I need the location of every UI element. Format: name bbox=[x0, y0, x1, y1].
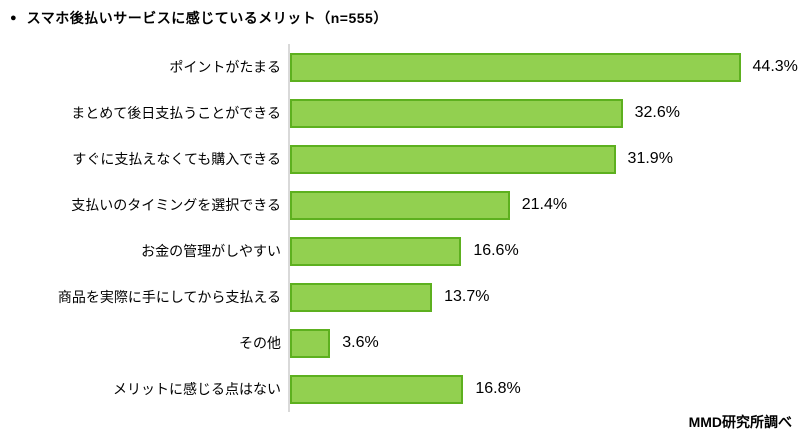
page-title: スマホ後払いサービスに感じているメリット（n=555） bbox=[26, 10, 388, 26]
plot-area: 31.9% bbox=[288, 136, 794, 182]
plot-area: 16.6% bbox=[288, 228, 794, 274]
category-label: その他 bbox=[239, 335, 281, 351]
value-label: 31.9% bbox=[627, 150, 673, 167]
category-label: お金の管理がしやすい bbox=[141, 243, 281, 259]
bar-chart: ポイントがたまる 44.3% まとめて後日支払うことができる 32.6% すぐに… bbox=[0, 44, 800, 412]
plot-area: 21.4% bbox=[288, 182, 794, 228]
category-label: 支払いのタイミングを選択できる bbox=[71, 197, 281, 213]
value-label: 16.8% bbox=[475, 380, 521, 397]
title-bullet-icon: ● bbox=[10, 11, 17, 24]
chart-row: すぐに支払えなくても購入できる 31.9% bbox=[0, 136, 800, 182]
plot-area: 16.8% bbox=[288, 366, 794, 412]
category-label: メリットに感じる点はない bbox=[113, 381, 281, 397]
bar bbox=[290, 52, 741, 82]
chart-row: 商品を実際に手にしてから支払える 13.7% bbox=[0, 274, 800, 320]
chart-row: その他 3.6% bbox=[0, 320, 800, 366]
bar bbox=[290, 98, 623, 128]
bar bbox=[290, 144, 616, 174]
category-label: 商品を実際に手にしてから支払える bbox=[57, 289, 281, 305]
value-label: 16.6% bbox=[473, 242, 519, 259]
chart-row: メリットに感じる点はない 16.8% bbox=[0, 366, 800, 412]
value-label: 44.3% bbox=[752, 58, 798, 75]
chart-row: 支払いのタイミングを選択できる 21.4% bbox=[0, 182, 800, 228]
bar bbox=[290, 236, 462, 266]
value-label: 13.7% bbox=[444, 288, 490, 305]
chart-row: ポイントがたまる 44.3% bbox=[0, 44, 800, 90]
value-label: 21.4% bbox=[521, 196, 568, 213]
chart-row: まとめて後日支払うことができる 32.6% bbox=[0, 90, 800, 136]
category-label: ポイントがたまる bbox=[169, 59, 281, 75]
bar bbox=[290, 282, 433, 312]
category-label: すぐに支払えなくても購入できる bbox=[72, 151, 281, 167]
chart-row: お金の管理がしやすい 16.6% bbox=[0, 228, 800, 274]
chart-title-row: ● スマホ後払いサービスに感じているメリット（n=555） bbox=[10, 8, 388, 28]
plot-area: 32.6% bbox=[288, 90, 794, 136]
plot-area: 44.3% bbox=[288, 44, 798, 90]
category-label: まとめて後日支払うことができる bbox=[71, 105, 281, 121]
bar bbox=[290, 374, 464, 404]
bar bbox=[290, 190, 510, 220]
source-credit: MMD研究所調べ bbox=[688, 414, 792, 430]
value-label: 3.6% bbox=[342, 334, 379, 351]
bar bbox=[290, 328, 331, 358]
value-label: 32.6% bbox=[634, 104, 680, 121]
plot-area: 3.6% bbox=[288, 320, 794, 366]
plot-area: 13.7% bbox=[288, 274, 794, 320]
